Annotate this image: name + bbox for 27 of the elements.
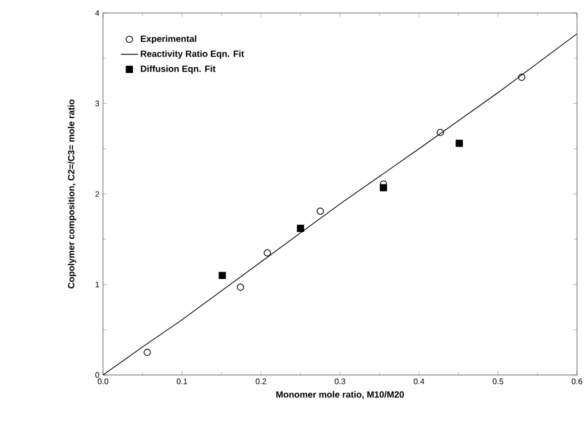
point	[144, 348, 151, 356]
point	[264, 249, 271, 256]
y-axis-title: Copolymer composition, C2=/C3= mole ratio	[68, 100, 76, 288]
x-tick-label: 0.1	[176, 378, 188, 384]
x-tick-label: 0.6	[572, 378, 582, 384]
y-tick-label: 2	[95, 191, 100, 197]
point	[518, 74, 526, 81]
legend-label: Diffusion Eqn. Fit	[140, 65, 216, 74]
x-tick-label: 0.5	[492, 378, 504, 384]
y-tick-label: 4	[95, 10, 100, 16]
y-tick-label: 3	[95, 100, 100, 106]
x-axis-title: Monomer mole ratio, M10/M20	[276, 391, 404, 399]
legend-label: Reactivity Ratio Eqn. Fit	[140, 50, 244, 59]
point	[236, 284, 244, 291]
x-tick-label: 0.4	[414, 378, 424, 384]
point	[296, 224, 304, 232]
point	[316, 208, 324, 215]
legend-label: Experimental	[140, 35, 196, 44]
point	[456, 140, 463, 147]
x-tick-label: 0.0	[98, 378, 108, 384]
y-tick-label: 0	[95, 372, 100, 378]
y-tick-label: 1	[96, 282, 100, 288]
x-tick-label: 0.2	[256, 378, 266, 384]
point	[218, 272, 226, 280]
point	[380, 184, 388, 192]
point	[436, 128, 444, 136]
x-tick-label: 0.3	[334, 378, 346, 384]
